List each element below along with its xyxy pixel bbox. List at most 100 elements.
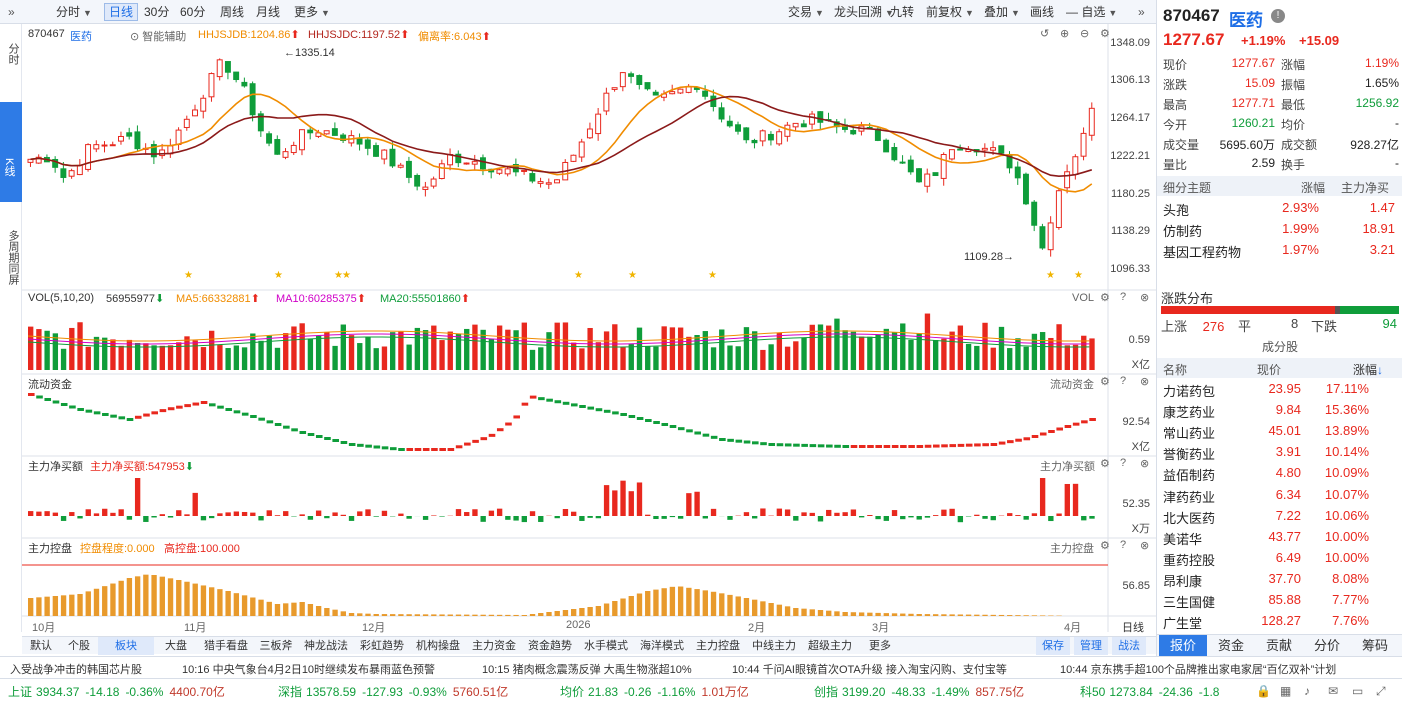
component-row[interactable]: 广生堂 128.27 7.76% — [1157, 611, 1402, 632]
component-row[interactable]: 三生国健 85.88 7.77% — [1157, 590, 1402, 611]
index-item[interactable]: 上证 3934.37 -14.18 -0.36% 4400.70亿 — [8, 683, 225, 700]
index-item[interactable]: 科50 1273.84 -24.36 -1.8 — [1080, 683, 1219, 700]
component-row[interactable]: 北大医药 7.22 10.06% — [1157, 506, 1402, 527]
smart-assist-toggle[interactable]: ⊙ 智能辅助 — [130, 28, 186, 44]
help-icon[interactable]: ? — [1120, 291, 1127, 303]
bell-icon[interactable]: ♪ — [1304, 684, 1310, 698]
period-tab-60min[interactable]: 60分 — [180, 5, 206, 19]
settings-icon[interactable]: ⚙ — [1100, 376, 1110, 388]
grid-icon[interactable]: ▦ — [1280, 684, 1292, 698]
help-icon[interactable]: ? — [1120, 457, 1127, 469]
news-item[interactable]: 10:44 京东携手超100个品牌推出家电家居“百亿双补”计划 — [1060, 664, 1337, 676]
indicator-tab[interactable]: 机构操盘 — [416, 640, 460, 652]
component-row[interactable]: 康芝药业 9.84 15.36% — [1157, 400, 1402, 421]
period-tab-monthly[interactable]: 月线 — [256, 5, 281, 19]
indicator-tab[interactable]: 资金趋势 — [528, 640, 572, 652]
period-tab-fenshi[interactable]: 分时 ▼ — [52, 3, 96, 21]
news-item[interactable]: 入受战争冲击的韩国芯片股 — [10, 664, 142, 676]
close-icon[interactable]: ⊗ — [1140, 540, 1150, 552]
side-nav-kline[interactable]: K线 — [0, 102, 22, 202]
close-icon[interactable]: ⊗ — [1140, 292, 1150, 304]
side-nav-intraday[interactable]: 分时 — [7, 43, 19, 65]
component-row[interactable]: 重药控股 6.49 10.00% — [1157, 548, 1402, 569]
theme-row[interactable]: 基因工程药物 1.97% 3.21 — [1157, 240, 1402, 260]
component-row[interactable]: 昂利康 37.70 8.08% — [1157, 569, 1402, 590]
leader-review-button[interactable]: 龙头回溯 ▼ — [830, 3, 898, 21]
period-tab-30min[interactable]: 30分 — [144, 5, 170, 19]
indicator-tab[interactable]: 水手模式 — [584, 640, 628, 652]
period-tab-daily[interactable]: 日线 — [104, 3, 139, 21]
watchlist-button[interactable]: — 自选 ▼ — [1062, 3, 1121, 21]
control-bar — [990, 614, 996, 616]
refresh-icon[interactable]: ↺ — [1040, 28, 1050, 40]
overlay-button[interactable]: 叠加 ▼ — [980, 3, 1024, 21]
right-tab[interactable]: 分价 — [1313, 638, 1340, 653]
settings-icon[interactable]: ⚙ — [1100, 28, 1110, 40]
indicator-tab[interactable]: 主力控盘 — [696, 640, 740, 652]
index-item[interactable]: 均价 21.83 -0.26 -1.16% 1.01万亿 — [560, 683, 749, 700]
message-icon[interactable]: ✉ — [1328, 684, 1339, 698]
component-row[interactable]: 力诺药包 23.95 17.11% — [1157, 379, 1402, 400]
right-tab[interactable]: 报价 — [1159, 635, 1207, 657]
lock-icon[interactable]: 🔒 — [1256, 684, 1271, 698]
zoom-out-icon[interactable]: ⊖ — [1080, 28, 1090, 40]
index-item[interactable]: 创指 3199.20 -48.33 -1.49% 857.75亿 — [814, 683, 1024, 700]
right-tab[interactable]: 资金 — [1217, 638, 1244, 653]
zoom-in-icon[interactable]: ⊕ — [1060, 28, 1070, 40]
control-bar — [488, 614, 495, 616]
right-tab[interactable]: 筹码 — [1361, 638, 1388, 653]
close-icon[interactable]: ⊗ — [1140, 376, 1150, 388]
right-tab[interactable]: 贡献 — [1265, 638, 1292, 653]
indicator-tab[interactable]: 中线主力 — [752, 640, 796, 652]
theme-row[interactable]: 仿制药 1.99% 18.91 — [1157, 219, 1402, 239]
settings-icon[interactable]: ⚙ — [1100, 292, 1110, 304]
expand-corner-icon[interactable]: ⤢ — [1376, 684, 1386, 698]
indicator-tab[interactable]: 海洋模式 — [640, 640, 684, 652]
index-item[interactable]: 深指 13578.59 -127.93 -0.93% 5760.51亿 — [278, 683, 508, 700]
indicator-tab[interactable]: 三板斧 — [259, 640, 293, 652]
adjust-button[interactable]: 前复权 ▼ — [922, 3, 978, 21]
info-icon[interactable]: ! — [1271, 9, 1285, 23]
help-icon[interactable]: ? — [1120, 539, 1127, 551]
component-row[interactable]: 常山药业 45.01 13.89% — [1157, 421, 1402, 442]
news-item[interactable]: 10:15 猪肉概念震荡反弹 大禹生物涨超10% — [482, 664, 692, 676]
indicator-action-button[interactable]: 管理 — [1074, 637, 1108, 655]
window-icon[interactable]: ▭ — [1352, 684, 1364, 698]
indicator-tab[interactable]: 彩虹趋势 — [360, 640, 404, 652]
candle-body — [463, 162, 470, 165]
news-item[interactable]: 10:44 千问AI眼镜首次OTA升级 接入淘宝闪购、支付宝等 — [732, 664, 1007, 676]
component-row[interactable]: 津药药业 6.34 10.07% — [1157, 485, 1402, 506]
expand-icon[interactable]: » — [1138, 5, 1145, 19]
indicator-tab[interactable]: 猎手看盘 — [204, 640, 248, 652]
indicator-tab[interactable]: 更多 — [869, 640, 891, 652]
indicator-tab[interactable]: 板块 — [98, 637, 154, 655]
collapse-icon[interactable]: » — [8, 5, 15, 19]
col-price[interactable]: 现价 — [1257, 363, 1282, 377]
settings-icon[interactable]: ⚙ — [1100, 540, 1110, 552]
news-item[interactable]: 10:16 中央气象台4月2日10时继续发布暴雨蓝色预警 — [182, 664, 436, 676]
kline-chart-area[interactable]: ★ ★ ★ ★ ★ ★ ★ ★ ★ 870467 医药 ⊙ 智能辅助 HHJSJDB:1204.… — [22, 24, 1156, 634]
component-row[interactable]: 美诺华 43.77 10.00% — [1157, 527, 1402, 548]
indicator-action-button[interactable]: 保存 — [1036, 637, 1070, 655]
theme-row[interactable]: 头孢 2.93% 1.47 — [1157, 198, 1402, 218]
col-pct[interactable]: 涨幅↓ — [1353, 361, 1383, 378]
indicator-tab[interactable]: 默认 — [30, 640, 52, 652]
close-icon[interactable]: ⊗ — [1140, 458, 1150, 470]
indicator-tab[interactable]: 神龙战法 — [304, 640, 348, 652]
indicator-action-button[interactable]: 战法 — [1112, 637, 1146, 655]
settings-icon[interactable]: ⚙ — [1100, 458, 1110, 470]
period-more-button[interactable]: 更多 ▼ — [290, 3, 334, 21]
draw-line-button[interactable]: 画线 — [1030, 5, 1055, 19]
indicator-tab[interactable]: 超级主力 — [808, 640, 852, 652]
trade-button[interactable]: 交易 ▼ — [784, 3, 828, 21]
help-icon[interactable]: ? — [1120, 375, 1127, 387]
component-row[interactable]: 誉衡药业 3.91 10.14% — [1157, 442, 1402, 463]
indicator-tab[interactable]: 大盘 — [165, 640, 187, 652]
period-tab-weekly[interactable]: 周线 — [220, 5, 245, 19]
indicator-tab[interactable]: 个股 — [68, 640, 90, 652]
side-nav-multi-period[interactable]: 多周期同屏 — [7, 229, 19, 285]
col-name[interactable]: 名称 — [1163, 363, 1188, 377]
component-row[interactable]: 益佰制药 4.80 10.09% — [1157, 463, 1402, 484]
nine-turn-button[interactable]: 九转 — [890, 5, 915, 19]
indicator-tab[interactable]: 主力资金 — [472, 640, 516, 652]
